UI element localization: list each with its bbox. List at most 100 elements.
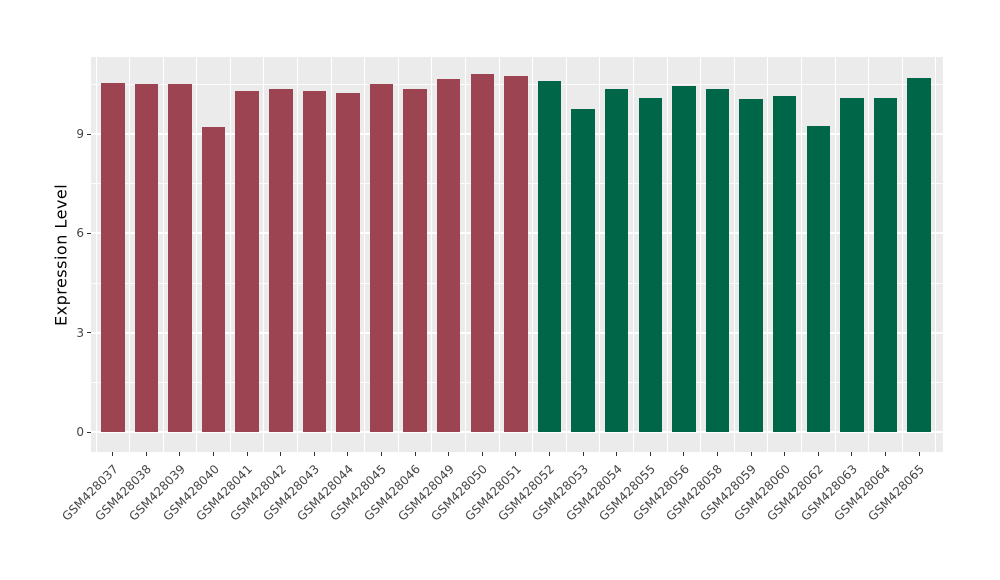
- bar-GSM428049: [436, 79, 461, 432]
- bar-GSM428059: [739, 99, 763, 432]
- y-tick-mark: [87, 232, 91, 234]
- gridline-vertical: [800, 57, 802, 452]
- x-tick-mark: [414, 452, 416, 456]
- bar-slot: GSM428051: [462, 57, 533, 524]
- gridline-vertical: [599, 57, 601, 452]
- bar-slot: GSM428038: [93, 57, 164, 524]
- gridline-vertical: [263, 57, 265, 452]
- y-tick-label: 6: [76, 226, 84, 241]
- bar-GSM428050: [470, 74, 495, 432]
- bar-GSM428062: [806, 125, 831, 432]
- bar-GSM428056: [672, 86, 696, 432]
- gridline-vertical: [700, 57, 702, 452]
- x-tick-mark: [582, 452, 584, 456]
- bar-GSM428055: [638, 97, 663, 432]
- gridline-vertical: [565, 57, 567, 452]
- bar-GSM428044: [336, 92, 360, 432]
- x-tick-mark: [280, 452, 282, 456]
- x-tick-mark: [716, 452, 718, 456]
- gridline-vertical: [431, 57, 433, 452]
- gridline-vertical: [733, 57, 735, 452]
- gridline-vertical: [666, 57, 668, 452]
- bar-GSM428037: [101, 82, 125, 432]
- gridline-vertical: [633, 57, 634, 452]
- bar-GSM428038: [134, 84, 159, 432]
- x-tick-mark: [616, 452, 618, 456]
- gridline-vertical: [465, 57, 467, 452]
- bar-slot: GSM428050: [429, 57, 500, 524]
- gridline-vertical: [532, 57, 534, 452]
- x-tick-mark: [784, 452, 786, 456]
- gridline-vertical: [834, 57, 836, 452]
- x-tick-mark: [448, 452, 450, 456]
- x-tick-mark: [246, 452, 248, 456]
- bars-container: GSM428037 GSM428038 GSM428039 GSM428040 GSM4…: [59, 57, 943, 524]
- gridline-vertical: [95, 57, 97, 452]
- bar-slot: GSM428062: [765, 57, 835, 524]
- gridline-vertical: [229, 57, 231, 452]
- y-tick-label: 9: [76, 127, 84, 141]
- bar-slot: GSM428053: [529, 57, 600, 524]
- bar-slot: GSM428039: [126, 57, 197, 524]
- x-tick-mark: [817, 452, 819, 456]
- bar-GSM428058: [705, 89, 730, 432]
- x-tick-mark: [918, 452, 920, 456]
- bar-slot: GSM428044: [294, 57, 365, 524]
- bar-GSM428060: [772, 95, 797, 432]
- bar-slot: GSM428045: [328, 57, 399, 524]
- bar-slot: GSM428043: [261, 57, 332, 524]
- gridline-vertical: [767, 57, 769, 452]
- bar-slot: GSM428058: [664, 57, 735, 524]
- bar-GSM428040: [201, 127, 226, 432]
- gridline-vertical: [498, 57, 500, 452]
- bar-GSM428039: [168, 84, 192, 432]
- gridline-vertical: [297, 57, 299, 452]
- x-tick-mark: [347, 452, 349, 456]
- bar-slot: GSM428056: [630, 57, 701, 524]
- x-tick-mark: [884, 452, 886, 456]
- bar-GSM428054: [604, 89, 629, 432]
- gridline-vertical: [935, 57, 937, 452]
- bar-GSM428043: [302, 90, 327, 432]
- x-tick-mark: [481, 452, 483, 456]
- bar-slot: GSM428049: [395, 57, 466, 524]
- bar-GSM428051: [504, 76, 528, 432]
- bar-slot: GSM428042: [227, 57, 298, 524]
- x-tick-mark: [649, 452, 651, 456]
- bar-slot: GSM428037: [59, 57, 130, 524]
- gridline-vertical: [901, 57, 903, 452]
- chart-panel: GSM428037 GSM428038 GSM428039 GSM428040 GSM4…: [59, 57, 943, 524]
- x-tick-mark: [145, 452, 147, 456]
- x-tick-mark: [112, 452, 114, 456]
- gridline-vertical: [129, 57, 131, 452]
- bar-GSM428063: [840, 97, 864, 432]
- bar-slot: GSM428063: [798, 57, 869, 524]
- y-tick-label: 3: [76, 325, 84, 340]
- x-tick-mark: [213, 452, 215, 456]
- bar-slot: GSM428059: [697, 57, 768, 524]
- bar-slot: GSM428040: [160, 57, 231, 524]
- bar-slot: GSM428041: [193, 57, 264, 524]
- bar-slot: GSM428055: [597, 57, 668, 524]
- bar-slot: GSM428060: [731, 57, 802, 524]
- gridline-vertical: [162, 57, 164, 452]
- bar-GSM428045: [369, 84, 394, 432]
- y-axis-title: Expression Level: [51, 183, 71, 326]
- bar-GSM428052: [537, 81, 562, 432]
- x-tick-mark: [515, 452, 517, 456]
- x-tick-mark: [750, 452, 752, 456]
- gridline-vertical: [196, 57, 198, 452]
- gridline-major: [91, 431, 943, 433]
- x-tick-mark: [179, 452, 181, 456]
- x-tick-mark: [313, 452, 315, 456]
- bar-GSM428065: [907, 77, 931, 432]
- gridline-vertical: [364, 57, 366, 452]
- x-tick-mark: [683, 452, 685, 456]
- bar-GSM428064: [873, 97, 898, 432]
- y-tick-label: 0: [76, 425, 84, 439]
- bar-GSM428042: [269, 89, 293, 432]
- bar-slot: GSM428054: [563, 57, 634, 524]
- bar-GSM428041: [235, 90, 259, 432]
- y-tick-mark: [87, 431, 91, 433]
